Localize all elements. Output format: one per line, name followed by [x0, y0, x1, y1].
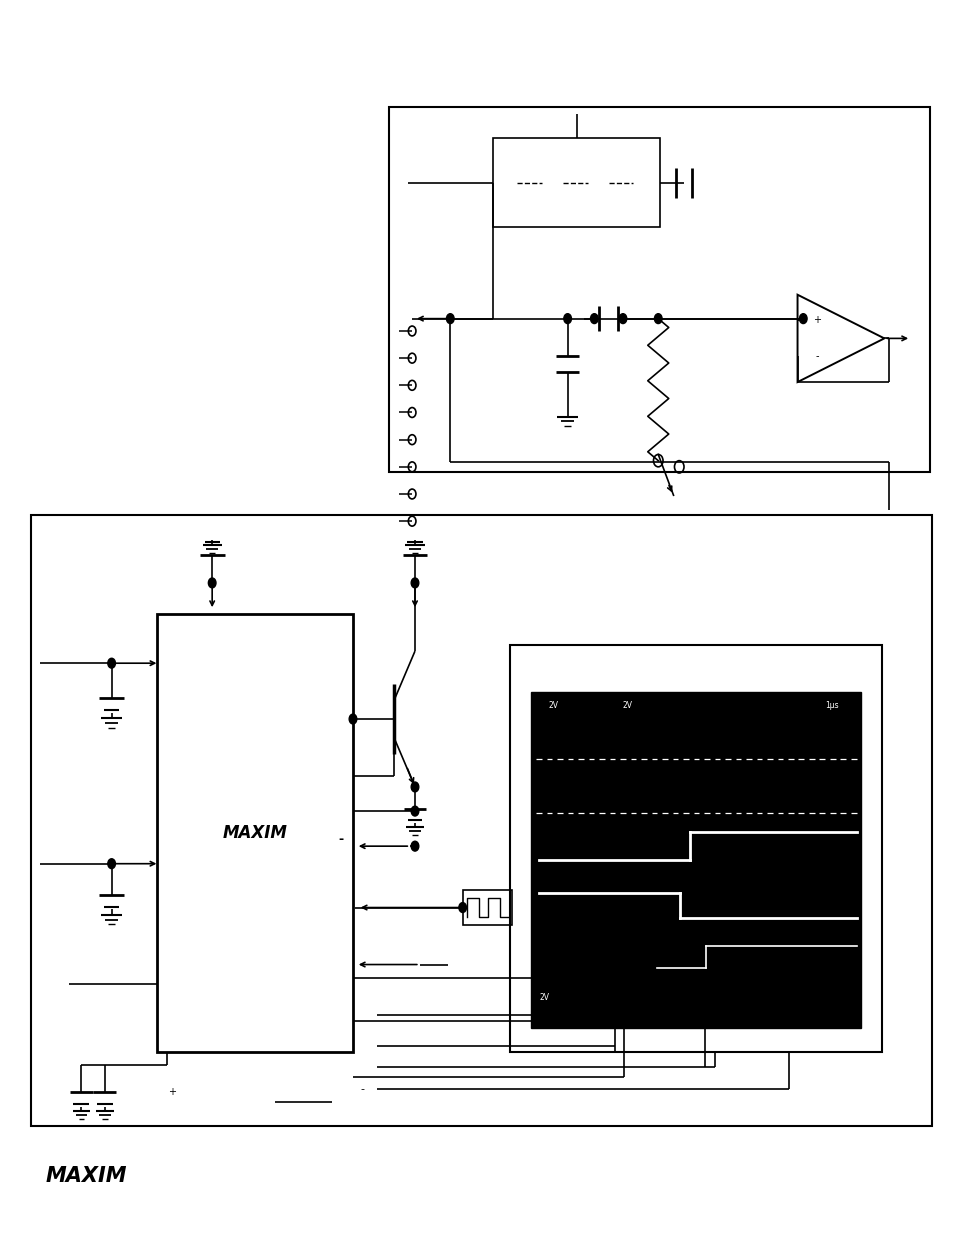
Text: +: +: [168, 1087, 175, 1097]
Circle shape: [654, 314, 661, 324]
Circle shape: [458, 903, 466, 913]
Circle shape: [411, 578, 418, 588]
Bar: [531, 692, 861, 1028]
Circle shape: [411, 841, 418, 851]
Circle shape: [618, 314, 626, 324]
Text: 2V: 2V: [548, 701, 558, 710]
Text: 2V: 2V: [538, 993, 548, 1003]
Bar: [389, 107, 929, 472]
Text: -: -: [815, 352, 819, 362]
Text: 1µs: 1µs: [824, 701, 838, 710]
Text: 2V: 2V: [621, 701, 631, 710]
Bar: [493, 138, 659, 227]
Circle shape: [411, 806, 418, 816]
Text: +: +: [813, 315, 821, 325]
Bar: [157, 614, 353, 1052]
Bar: [30, 515, 931, 1126]
Circle shape: [108, 858, 115, 868]
Circle shape: [446, 314, 454, 324]
Bar: [462, 890, 512, 925]
Circle shape: [411, 782, 418, 792]
Text: MAXIM: MAXIM: [222, 824, 288, 842]
Text: MAXIM: MAXIM: [46, 1166, 127, 1186]
Circle shape: [349, 714, 356, 724]
Text: -: -: [360, 1084, 364, 1094]
Circle shape: [563, 314, 571, 324]
Circle shape: [108, 658, 115, 668]
Circle shape: [208, 578, 215, 588]
Circle shape: [799, 314, 806, 324]
Circle shape: [590, 314, 598, 324]
Bar: [510, 645, 882, 1052]
Text: -: -: [338, 834, 343, 846]
